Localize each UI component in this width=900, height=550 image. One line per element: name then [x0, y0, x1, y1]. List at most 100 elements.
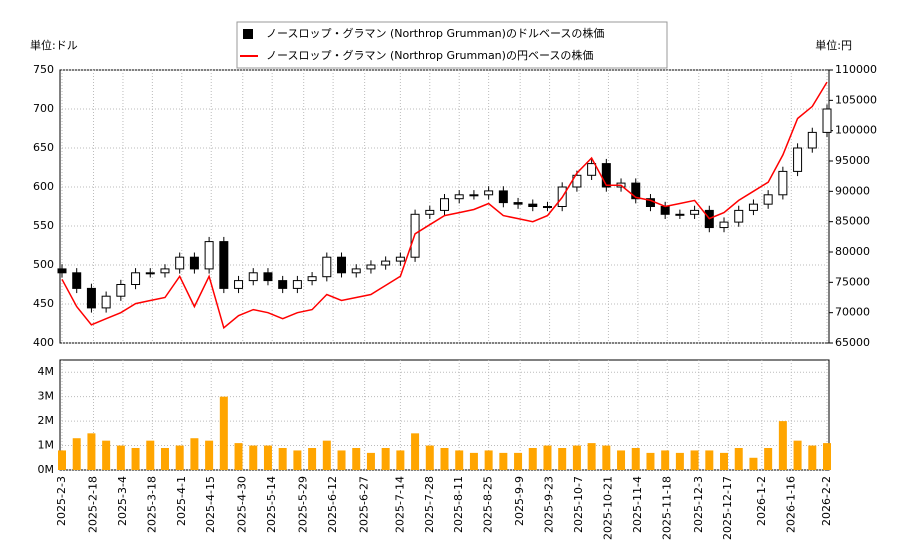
- candle-body: [263, 272, 273, 282]
- candle-body: [542, 206, 552, 208]
- candle-body: [116, 284, 126, 297]
- volume-bar: [366, 452, 375, 470]
- volume-bar: [543, 445, 552, 470]
- volume-bar: [322, 440, 331, 470]
- candle-body: [528, 203, 538, 208]
- volume-bar: [234, 443, 243, 470]
- y2-tick-label: 80000: [835, 245, 870, 258]
- candle-body: [675, 213, 685, 216]
- candle-body: [322, 256, 332, 278]
- volume-bar: [72, 438, 81, 470]
- volume-bar: [58, 450, 66, 470]
- volume-bar: [631, 448, 640, 470]
- candle-body: [440, 198, 449, 211]
- volume-bar: [675, 452, 684, 470]
- y2-tick-label: 100000: [835, 124, 877, 137]
- candle-body: [793, 147, 803, 172]
- volume-bar: [352, 448, 361, 470]
- legend-label: ノースロップ・グラマン (Northrop Grumman)の円ベースの株価: [266, 48, 593, 62]
- volume-bar: [499, 452, 508, 470]
- candle-body: [469, 194, 479, 197]
- volume-bar: [160, 448, 169, 470]
- x-tick-label: 2025-3-18: [145, 476, 158, 533]
- volume-bar: [205, 440, 214, 470]
- volume-bar: [749, 457, 758, 470]
- volume-bar: [514, 452, 523, 470]
- x-tick-label: 2026-2-2: [820, 476, 833, 526]
- y2-tick-label: 75000: [835, 275, 870, 288]
- x-tick-label: 2025-4-1: [175, 476, 188, 526]
- y-tick-label: 400: [33, 336, 54, 349]
- candle-body: [498, 190, 508, 204]
- volume-bar: [690, 450, 699, 470]
- volume-bar: [572, 445, 581, 470]
- x-tick-label: 2025-5-29: [297, 476, 310, 533]
- y2-tick-label: 90000: [835, 184, 870, 197]
- candle-body: [587, 163, 597, 176]
- volume-bar: [381, 448, 390, 470]
- y2-tick-label: 105000: [835, 93, 877, 106]
- x-tick-label: 2025-12-17: [721, 476, 734, 540]
- candle-body: [778, 170, 788, 196]
- volume-bar: [661, 450, 670, 470]
- volume-bar: [308, 448, 317, 470]
- volume-bar: [558, 448, 567, 470]
- candle-body: [351, 268, 361, 274]
- volume-bar: [146, 440, 155, 470]
- price-line: [61, 81, 828, 330]
- y-tick-label: 0M: [38, 463, 55, 476]
- x-tick-label: 2025-3-4: [116, 476, 129, 526]
- volume-bar: [131, 448, 140, 470]
- x-tick-label: 2025-6-27: [358, 476, 371, 533]
- volume-bar: [175, 445, 184, 470]
- candle-body: [189, 256, 199, 270]
- candle-body: [145, 272, 155, 275]
- volume-bar: [764, 448, 773, 470]
- candle-body: [601, 163, 611, 188]
- y-tick-label: 500: [33, 258, 54, 271]
- y-tick-label: 4M: [38, 365, 55, 378]
- volume-bar: [455, 450, 464, 470]
- candle-body: [822, 108, 832, 133]
- candle-body: [175, 256, 185, 270]
- candle-body: [395, 256, 405, 262]
- candle-body: [292, 280, 302, 289]
- candle-body: [454, 194, 464, 200]
- volume-bar: [808, 445, 817, 470]
- candle-body: [278, 280, 288, 289]
- x-tick-label: 2025-2-18: [87, 476, 100, 533]
- y-tick-label: 600: [33, 180, 54, 193]
- volume-bar: [190, 438, 199, 470]
- legend-box: [236, 21, 668, 69]
- volume-bar: [219, 396, 228, 470]
- x-tick-label: 2025-9-9: [513, 476, 526, 526]
- candle-body: [219, 241, 229, 289]
- candle-body: [807, 131, 817, 149]
- volume-bar: [337, 450, 346, 470]
- volume-bar: [793, 440, 802, 470]
- x-tick-label: 2025-7-28: [423, 476, 436, 533]
- x-tick-label: 2025-8-25: [482, 476, 495, 533]
- volume-bar: [278, 448, 287, 470]
- candle-body: [425, 209, 435, 215]
- candle-body: [307, 276, 317, 282]
- volume-bar: [734, 448, 743, 470]
- candle-body: [763, 194, 773, 205]
- candle-body: [513, 202, 523, 205]
- candle-body: [204, 241, 214, 270]
- y-tick-label: 750: [33, 63, 54, 76]
- candle-body: [234, 280, 244, 289]
- legend-label: ノースロップ・グラマン (Northrop Grumman)のドルベースの株価: [266, 26, 604, 40]
- y2-tick-label: 70000: [835, 306, 870, 319]
- volume-bar: [425, 445, 434, 470]
- volume-bar: [778, 421, 787, 470]
- volume-bar: [587, 443, 596, 470]
- candle-body: [337, 256, 347, 274]
- volume-bar: [484, 450, 493, 470]
- volume-bar: [249, 445, 258, 470]
- volume-bar: [293, 450, 302, 470]
- candle-body: [381, 260, 391, 266]
- candle-body: [57, 268, 67, 274]
- candle-body: [131, 272, 141, 285]
